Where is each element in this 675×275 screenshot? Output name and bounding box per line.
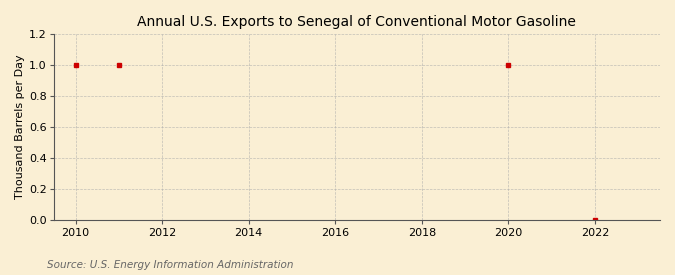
- Title: Annual U.S. Exports to Senegal of Conventional Motor Gasoline: Annual U.S. Exports to Senegal of Conven…: [138, 15, 576, 29]
- Text: Source: U.S. Energy Information Administration: Source: U.S. Energy Information Administ…: [47, 260, 294, 270]
- Y-axis label: Thousand Barrels per Day: Thousand Barrels per Day: [15, 55, 25, 199]
